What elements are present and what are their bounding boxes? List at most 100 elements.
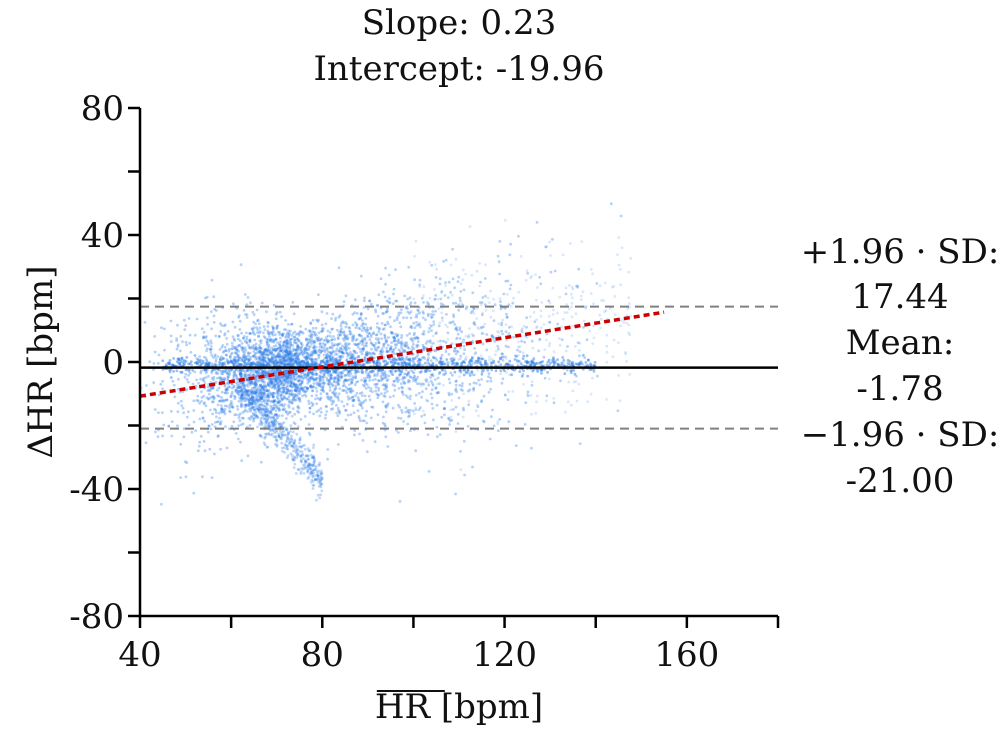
data-point [272,345,276,348]
data-point [240,348,244,352]
data-point [465,371,468,374]
data-point [243,293,247,296]
data-point [272,428,275,432]
data-point [245,331,248,335]
data-point [322,390,326,393]
data-point [344,294,348,298]
data-point [542,355,546,359]
data-point [243,394,247,398]
data-point [552,358,556,361]
data-point [280,441,284,445]
data-point [435,425,439,429]
data-point [375,374,379,377]
data-point [240,331,244,335]
data-point [332,379,336,383]
data-point [292,354,296,358]
data-point [254,381,257,385]
data-point [299,341,303,345]
data-point [237,390,241,394]
data-point [294,393,298,397]
data-point [383,370,387,374]
data-point [269,381,272,385]
data-point [317,463,320,467]
data-point [243,350,247,354]
data-point [382,342,385,346]
data-point [302,376,306,380]
data-point [260,371,264,375]
data-point [209,387,213,391]
data-point [359,350,363,354]
data-point [217,434,220,438]
data-point [407,265,411,269]
data-point [368,351,372,355]
data-point [392,394,395,398]
data-point [417,309,420,313]
data-point [281,414,284,417]
data-point [361,439,365,442]
data-point [248,389,252,392]
data-point [236,392,240,395]
data-point [275,413,279,417]
data-point [436,435,439,439]
data-point [295,350,299,354]
data-point [492,319,496,322]
data-point [465,305,469,309]
data-point [252,419,256,423]
data-point [209,310,213,313]
data-point [153,335,157,338]
data-point [498,357,502,361]
data-point [213,452,216,456]
data-point [378,352,382,356]
data-point [385,389,389,393]
data-point [162,423,166,427]
data-point [363,380,367,383]
data-point [321,376,325,379]
data-point [231,344,235,348]
data-point [162,327,166,331]
data-point [283,371,287,374]
data-point [406,307,409,310]
data-point [389,369,393,373]
data-point [218,348,222,351]
chart-title-line-2: Intercept: -19.96 [313,49,604,89]
data-point [374,333,378,337]
data-point [315,498,318,502]
data-point [351,399,355,402]
data-point [167,424,171,428]
data-point [201,475,204,479]
data-point [273,431,276,435]
data-point [278,403,282,407]
data-point [321,388,324,392]
data-point [240,402,243,406]
data-point [409,337,413,340]
data-point [325,368,329,372]
data-point [231,405,234,409]
data-point [334,361,338,364]
data-point [380,378,384,381]
data-point [248,424,252,427]
data-point [175,337,179,340]
data-point [161,434,165,438]
data-point [271,348,275,352]
data-point [396,339,400,343]
data-point [296,332,300,336]
data-point [309,322,313,326]
data-point [380,371,384,375]
data-point [318,339,322,342]
data-point [245,389,249,393]
data-point [212,320,216,324]
data-point [367,371,371,375]
data-point [524,401,528,404]
data-point [210,476,214,479]
data-point [305,344,309,348]
data-point [250,390,254,394]
data-point [313,333,317,337]
data-point [329,335,333,338]
data-point [382,312,386,315]
data-point [311,326,315,330]
data-point [549,361,552,365]
data-point [281,408,285,411]
data-point [392,339,396,343]
data-point [214,357,218,361]
data-point [397,313,400,317]
